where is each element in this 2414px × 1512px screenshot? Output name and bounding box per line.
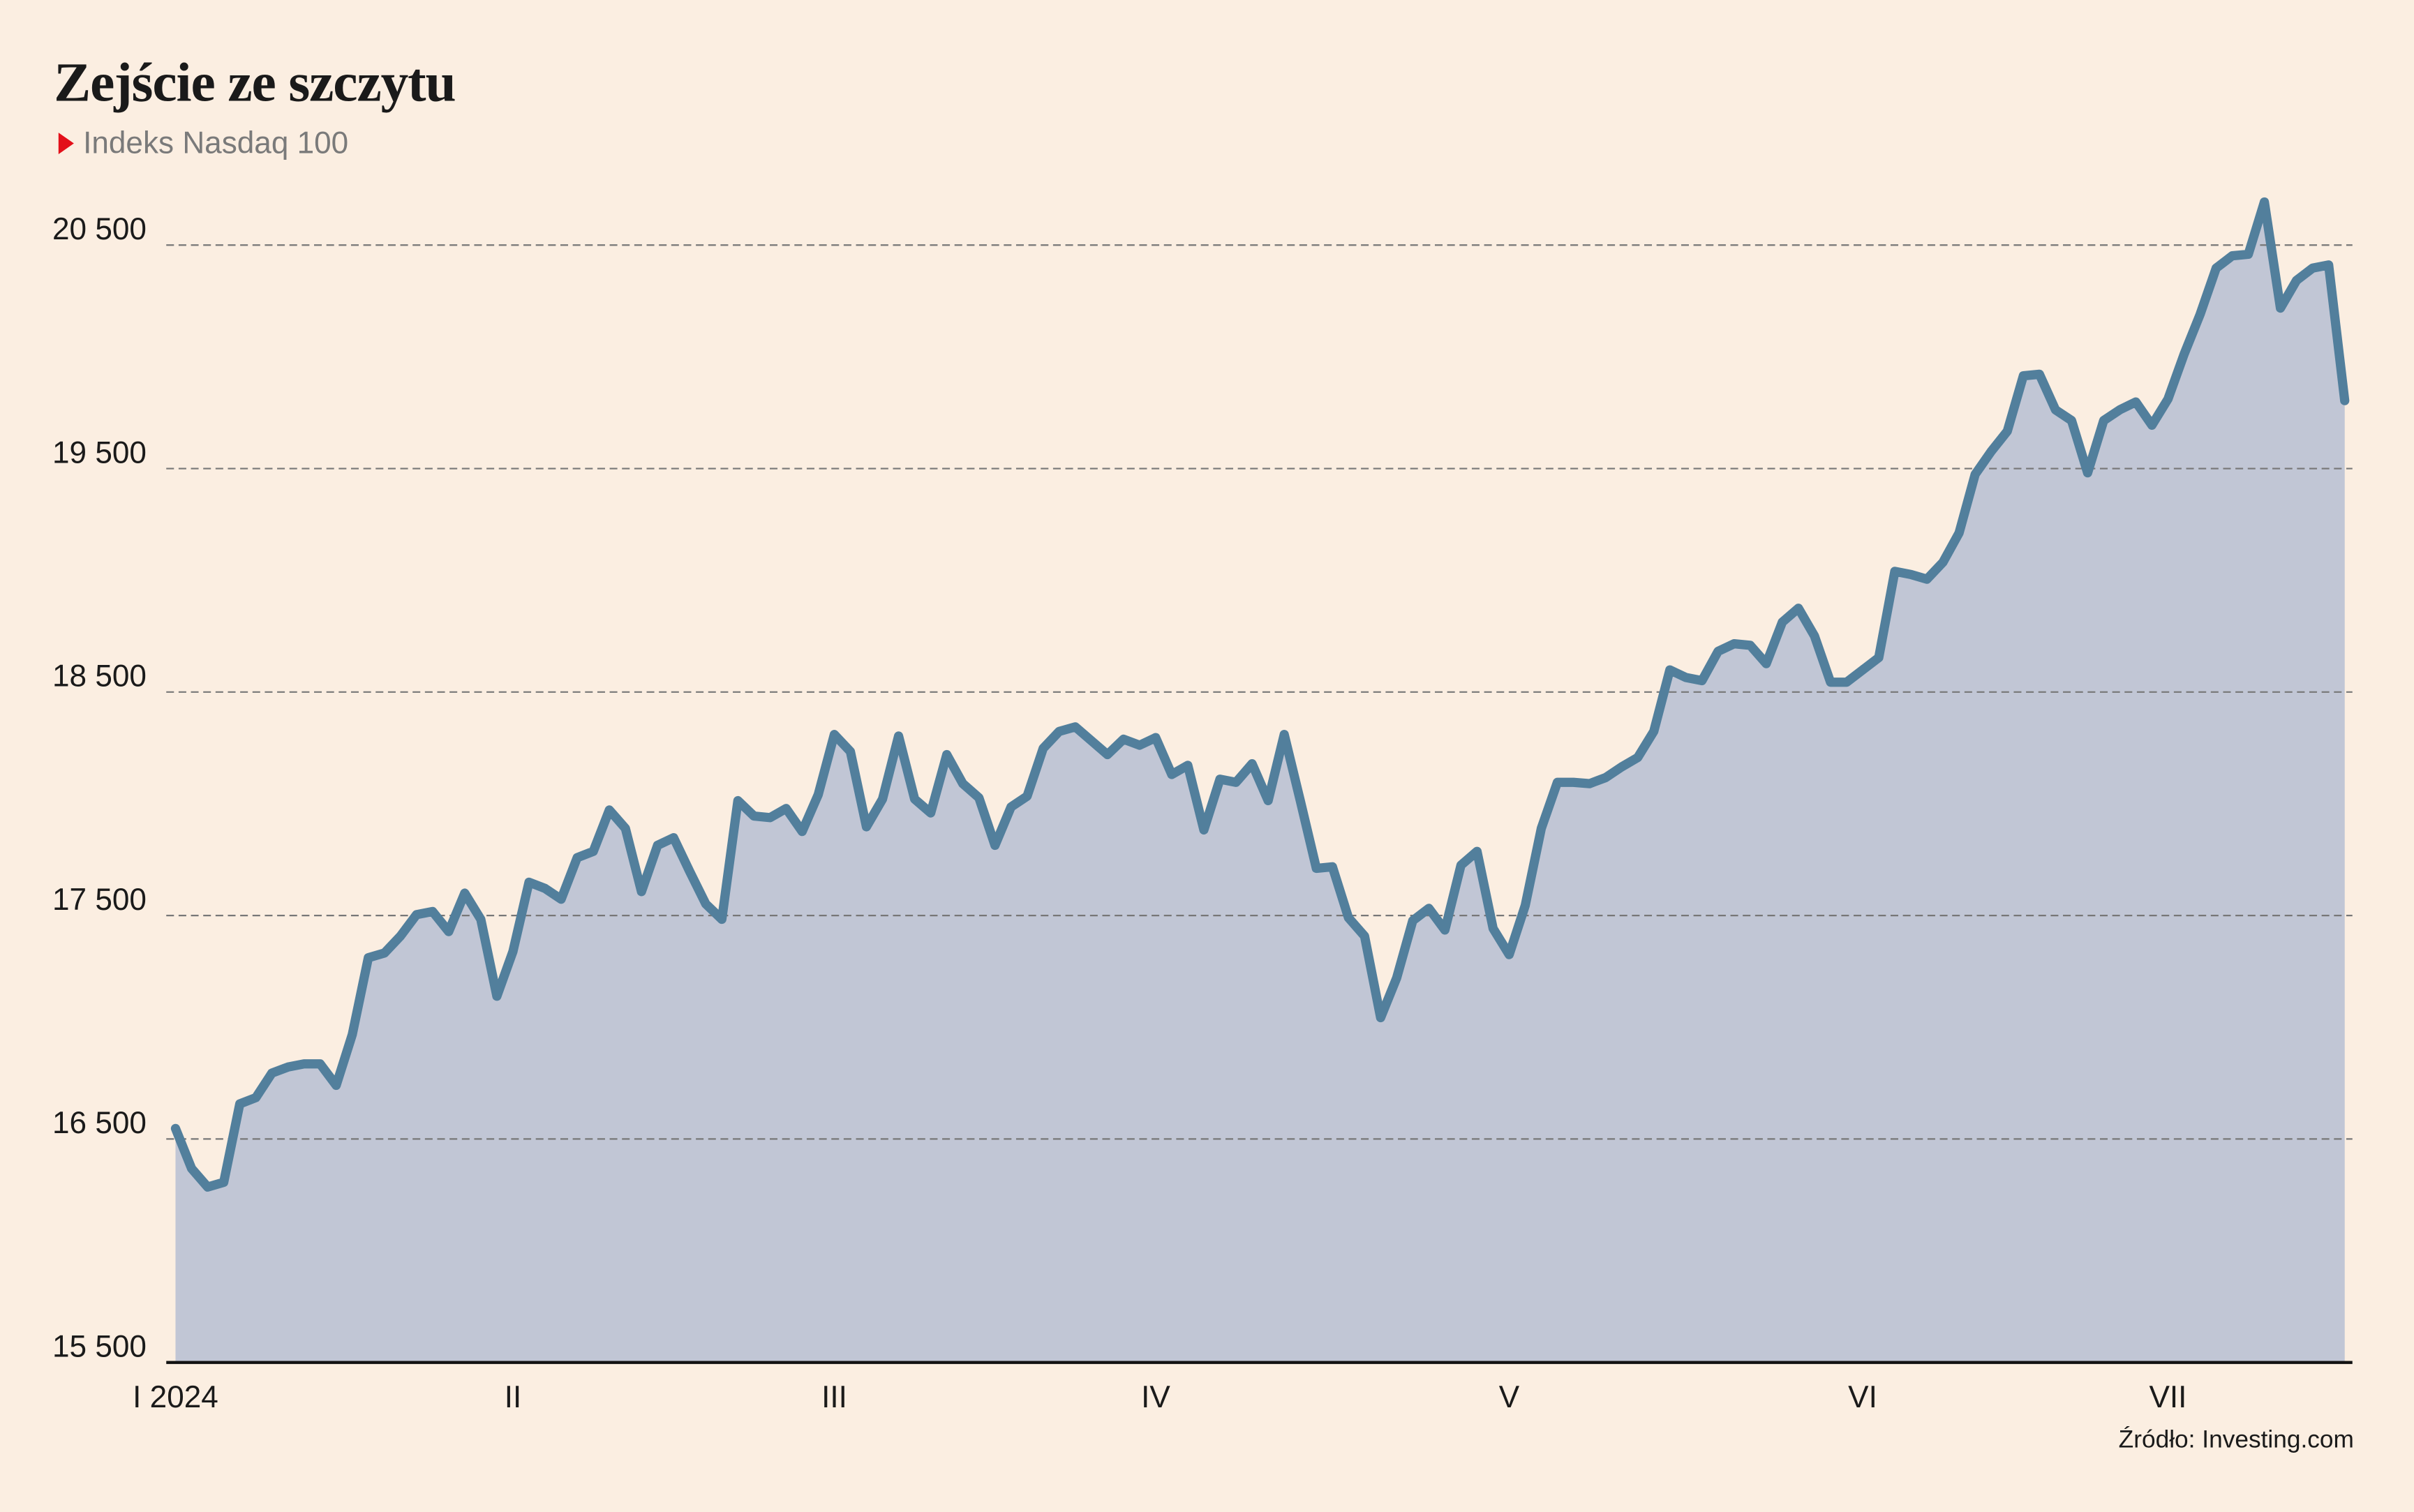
x-tick-label: II (505, 1380, 522, 1414)
subtitle-marker (58, 133, 74, 154)
x-tick-label: IV (1141, 1380, 1170, 1414)
x-tick-label: III (821, 1380, 847, 1414)
y-tick-label: 15 500 (52, 1329, 147, 1363)
x-tick-label: VII (2149, 1380, 2186, 1414)
line (170, 197, 2350, 1192)
source: Źródło: Investing.com (2119, 1425, 2354, 1453)
y-tick-label: 16 500 (52, 1106, 147, 1140)
y-tick-label: 19 500 (52, 435, 147, 470)
chart-title: Zejście ze szczytu (54, 52, 455, 113)
y-tick-label: 20 500 (52, 212, 147, 246)
plot: 15 500 16 500 17 500 18 500 19 500 20 500 I 20… (52, 197, 2353, 1414)
x-tick-label: VI (1848, 1380, 1877, 1414)
chart-subtitle: Indeks Nasdaq 100 (83, 126, 348, 160)
x-tick-label: V (1499, 1380, 1520, 1414)
y-tick-label: 18 500 (52, 659, 147, 694)
y-tick-label: 17 500 (52, 883, 147, 917)
x-tick-label: I 2024 (133, 1380, 218, 1414)
